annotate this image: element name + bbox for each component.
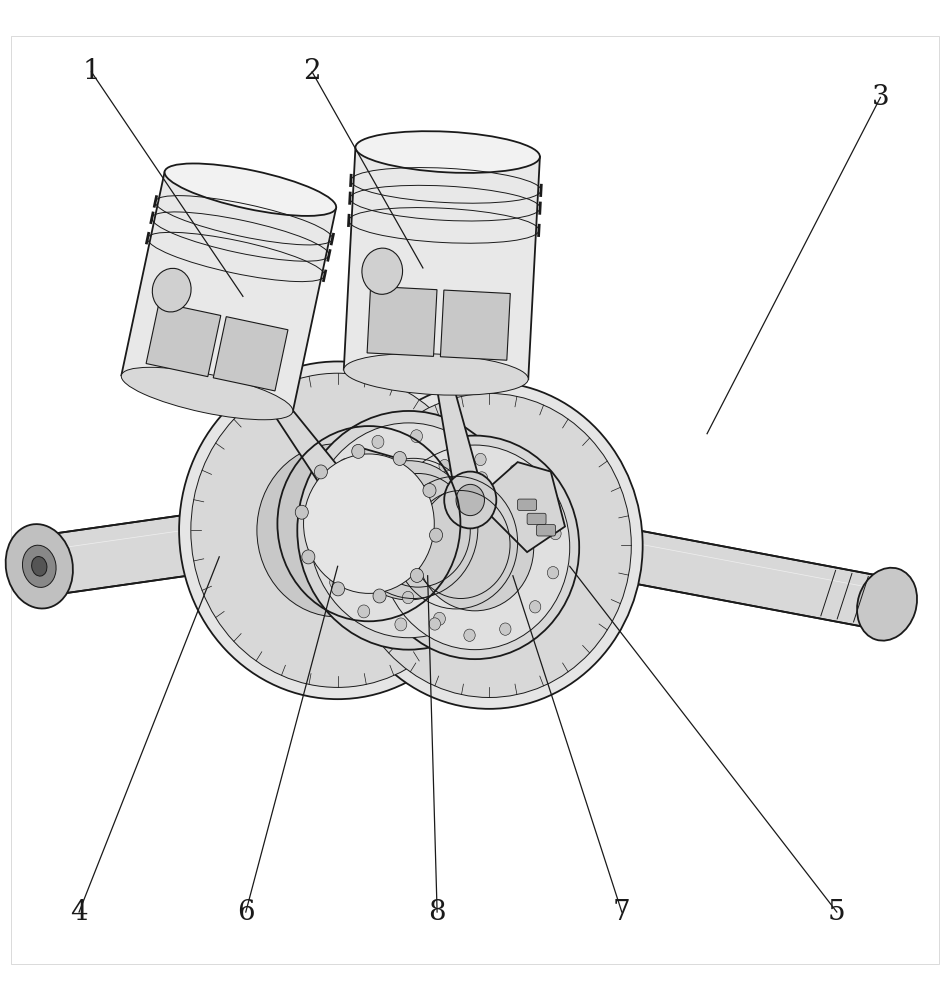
- Ellipse shape: [23, 545, 56, 587]
- Polygon shape: [441, 290, 510, 360]
- Ellipse shape: [31, 557, 47, 576]
- Ellipse shape: [122, 367, 293, 420]
- Ellipse shape: [391, 516, 403, 528]
- Ellipse shape: [445, 472, 496, 528]
- Ellipse shape: [256, 444, 418, 617]
- Ellipse shape: [389, 555, 400, 567]
- Ellipse shape: [429, 528, 443, 542]
- Ellipse shape: [314, 465, 328, 479]
- Ellipse shape: [191, 373, 484, 687]
- Ellipse shape: [355, 131, 540, 173]
- Ellipse shape: [332, 582, 345, 596]
- FancyBboxPatch shape: [518, 499, 537, 510]
- Ellipse shape: [489, 511, 502, 524]
- Ellipse shape: [358, 605, 370, 618]
- Ellipse shape: [547, 567, 559, 579]
- Ellipse shape: [411, 462, 567, 629]
- Ellipse shape: [310, 423, 508, 638]
- Text: 6: 6: [237, 899, 255, 926]
- Ellipse shape: [304, 454, 434, 593]
- Ellipse shape: [423, 483, 436, 497]
- Text: 4: 4: [70, 899, 87, 926]
- Ellipse shape: [456, 484, 484, 516]
- Ellipse shape: [344, 353, 528, 395]
- Ellipse shape: [301, 491, 374, 570]
- Ellipse shape: [319, 471, 374, 529]
- Ellipse shape: [416, 484, 534, 611]
- Ellipse shape: [464, 629, 475, 641]
- Ellipse shape: [372, 435, 384, 448]
- Ellipse shape: [529, 601, 541, 613]
- Ellipse shape: [486, 553, 498, 566]
- Text: 5: 5: [828, 899, 846, 926]
- Polygon shape: [122, 171, 336, 412]
- Ellipse shape: [433, 612, 446, 625]
- Ellipse shape: [466, 589, 478, 602]
- FancyBboxPatch shape: [537, 525, 556, 536]
- Ellipse shape: [537, 491, 547, 503]
- Ellipse shape: [330, 576, 342, 589]
- Ellipse shape: [180, 361, 496, 699]
- Ellipse shape: [6, 524, 73, 608]
- Ellipse shape: [164, 163, 336, 216]
- Ellipse shape: [475, 453, 486, 466]
- Ellipse shape: [370, 436, 580, 659]
- Polygon shape: [344, 147, 540, 379]
- Ellipse shape: [500, 623, 511, 635]
- Ellipse shape: [344, 461, 473, 600]
- Ellipse shape: [509, 465, 521, 477]
- Ellipse shape: [347, 393, 632, 697]
- Ellipse shape: [447, 443, 460, 456]
- Polygon shape: [252, 373, 358, 508]
- Polygon shape: [367, 286, 437, 356]
- Ellipse shape: [152, 268, 191, 312]
- Polygon shape: [556, 517, 892, 630]
- Ellipse shape: [410, 430, 423, 443]
- Ellipse shape: [454, 507, 524, 584]
- Text: 1: 1: [83, 58, 101, 85]
- Polygon shape: [35, 494, 342, 596]
- Ellipse shape: [297, 411, 520, 650]
- Polygon shape: [328, 448, 399, 533]
- Ellipse shape: [339, 459, 352, 471]
- Ellipse shape: [550, 527, 561, 540]
- Ellipse shape: [352, 444, 365, 458]
- Ellipse shape: [429, 618, 441, 630]
- Polygon shape: [146, 302, 220, 377]
- Ellipse shape: [395, 618, 407, 631]
- Ellipse shape: [439, 459, 450, 472]
- FancyBboxPatch shape: [527, 513, 546, 525]
- Ellipse shape: [302, 550, 314, 564]
- Ellipse shape: [409, 482, 421, 494]
- Ellipse shape: [476, 472, 487, 485]
- Polygon shape: [434, 370, 484, 503]
- Ellipse shape: [335, 382, 642, 709]
- Text: 2: 2: [303, 58, 321, 85]
- Ellipse shape: [295, 505, 309, 519]
- Ellipse shape: [332, 483, 362, 517]
- Ellipse shape: [380, 445, 570, 650]
- Ellipse shape: [403, 591, 413, 604]
- Ellipse shape: [857, 568, 917, 641]
- Ellipse shape: [316, 537, 328, 549]
- Text: 3: 3: [871, 84, 889, 111]
- Ellipse shape: [373, 589, 386, 603]
- Text: 8: 8: [428, 899, 446, 926]
- Ellipse shape: [319, 495, 332, 508]
- Ellipse shape: [410, 568, 424, 582]
- Ellipse shape: [393, 451, 407, 465]
- Ellipse shape: [362, 248, 403, 294]
- Polygon shape: [475, 462, 565, 552]
- Polygon shape: [213, 317, 288, 391]
- Text: 7: 7: [613, 899, 631, 926]
